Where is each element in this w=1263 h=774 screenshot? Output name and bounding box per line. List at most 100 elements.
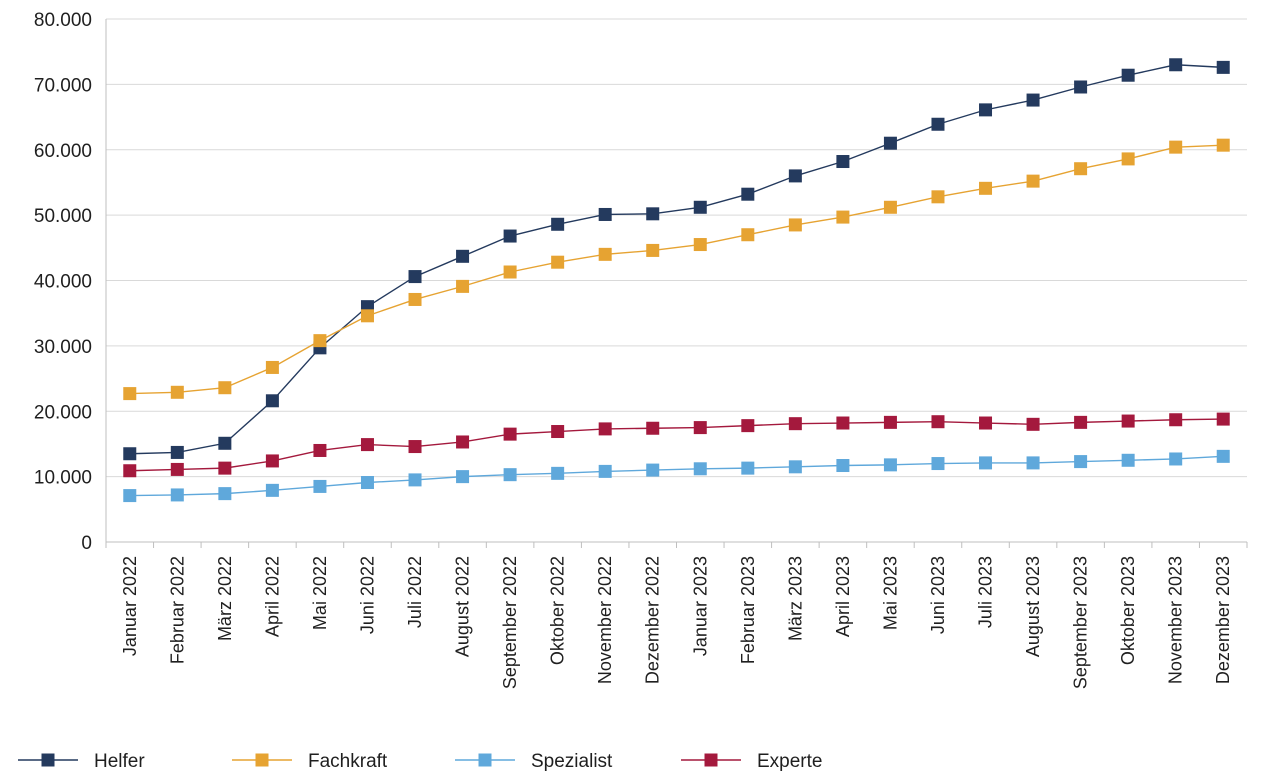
data-point — [836, 459, 850, 473]
data-point — [1074, 415, 1088, 429]
data-point — [503, 468, 517, 482]
data-point — [741, 187, 755, 201]
data-point — [1216, 138, 1230, 152]
data-point — [551, 255, 565, 269]
gridlines — [106, 18, 1247, 478]
x-tick-label: November 2023 — [1166, 556, 1186, 684]
x-tick-label: Mai 2022 — [310, 556, 330, 630]
series-helfer — [123, 58, 1230, 461]
data-point — [693, 200, 707, 214]
data-point — [456, 279, 470, 293]
data-point — [836, 155, 850, 169]
x-tick-label: Juni 2023 — [928, 556, 948, 634]
data-point — [1169, 413, 1183, 427]
data-point — [788, 169, 802, 183]
data-point — [598, 207, 612, 221]
data-point — [313, 334, 327, 348]
legend-item: Fachkraft — [232, 751, 388, 772]
x-tick-label: Oktober 2022 — [548, 556, 568, 665]
data-point — [265, 483, 279, 497]
data-point — [1026, 456, 1040, 470]
data-point — [170, 385, 184, 399]
data-point — [788, 218, 802, 232]
x-tick-label: November 2022 — [595, 556, 615, 684]
x-tick-label: Januar 2023 — [690, 556, 710, 656]
y-tick-label: 30.000 — [34, 337, 92, 358]
data-point — [265, 360, 279, 374]
data-point — [360, 476, 374, 490]
data-point — [1121, 68, 1135, 82]
data-point — [218, 381, 232, 395]
legend-label: Experte — [757, 751, 822, 772]
x-tick-label: Mai 2023 — [880, 556, 900, 630]
y-tick-label: 20.000 — [34, 402, 92, 423]
data-point — [931, 415, 945, 429]
y-tick-label: 60.000 — [34, 141, 92, 162]
data-point — [313, 479, 327, 493]
data-point — [313, 443, 327, 457]
data-point — [1169, 58, 1183, 72]
data-point — [646, 463, 660, 477]
x-tick-label: September 2023 — [1071, 556, 1091, 689]
data-point — [979, 103, 993, 117]
data-point — [931, 457, 945, 471]
data-point — [693, 462, 707, 476]
data-point — [1169, 452, 1183, 466]
data-point — [1026, 93, 1040, 107]
data-point — [1169, 140, 1183, 154]
x-tick-label: Juni 2022 — [357, 556, 377, 634]
data-point — [598, 464, 612, 478]
x-tick-label: April 2023 — [833, 556, 853, 637]
x-tick-label: Oktober 2023 — [1118, 556, 1138, 665]
data-point — [979, 181, 993, 195]
data-point — [1216, 449, 1230, 463]
data-point — [503, 229, 517, 243]
data-point — [1026, 417, 1040, 431]
data-point — [360, 309, 374, 323]
data-point — [741, 461, 755, 475]
data-point — [1074, 80, 1088, 94]
data-point — [883, 136, 897, 150]
x-tick-label: März 2023 — [785, 556, 805, 641]
data-point — [123, 464, 137, 478]
x-axis-ticks: Januar 2022 Februar 2022 März 2022 April 20… — [120, 556, 1233, 689]
x-tick-label: August 2022 — [453, 556, 473, 657]
data-point — [646, 421, 660, 435]
data-point — [408, 270, 422, 284]
series-line — [129, 64, 1224, 455]
data-point — [360, 438, 374, 452]
legend-marker — [255, 753, 269, 767]
data-point — [456, 435, 470, 449]
legend: Helfer Fachkraft Spezialist Experte — [18, 751, 822, 772]
y-tick-label: 40.000 — [34, 272, 92, 293]
data-point — [979, 416, 993, 430]
x-tick-label: Dezember 2022 — [643, 556, 663, 684]
y-tick-label: 10.000 — [34, 468, 92, 489]
x-tick-label: Juli 2022 — [405, 556, 425, 628]
data-point — [693, 421, 707, 435]
series-lines — [123, 58, 1230, 503]
data-point — [408, 292, 422, 306]
legend-item: Experte — [681, 751, 822, 772]
data-point — [646, 207, 660, 221]
series-spezialist — [123, 449, 1230, 503]
data-point — [788, 417, 802, 431]
data-point — [170, 488, 184, 502]
data-point — [1074, 455, 1088, 469]
x-tick-label: Januar 2022 — [120, 556, 140, 656]
legend-marker — [704, 753, 718, 767]
data-point — [408, 440, 422, 454]
x-tick-label: September 2022 — [500, 556, 520, 689]
data-point — [1026, 174, 1040, 188]
legend-marker — [478, 753, 492, 767]
data-point — [551, 466, 565, 480]
data-point — [1121, 414, 1135, 428]
data-point — [503, 427, 517, 441]
data-point — [883, 458, 897, 472]
x-tick-label: Dezember 2023 — [1213, 556, 1233, 684]
data-point — [788, 460, 802, 474]
data-point — [123, 387, 137, 401]
y-tick-label: 70.000 — [34, 75, 92, 96]
data-point — [741, 228, 755, 242]
